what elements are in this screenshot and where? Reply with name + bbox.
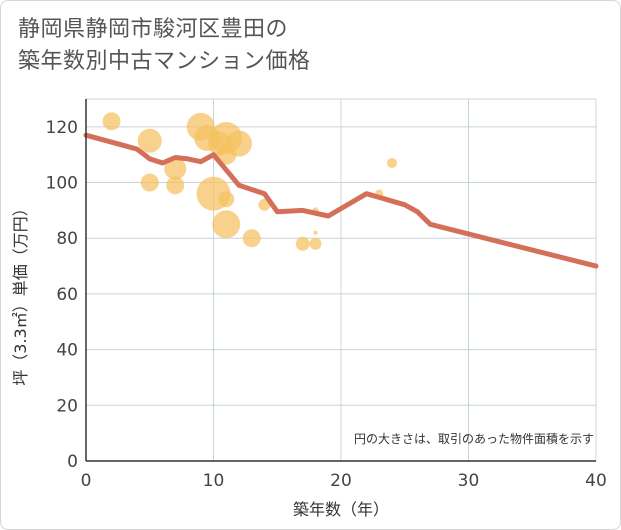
bubble-point bbox=[137, 128, 162, 153]
bubble-point bbox=[242, 229, 261, 248]
bubble-point bbox=[140, 173, 159, 192]
chart-title-line1: 静岡県静岡市駿河区豊田の bbox=[18, 17, 289, 42]
bubble-point bbox=[295, 236, 310, 251]
y-tick-label: 20 bbox=[56, 396, 78, 416]
x-axis-title: 築年数（年） bbox=[293, 500, 389, 519]
y-tick-label: 80 bbox=[56, 229, 78, 249]
bubble-point bbox=[309, 237, 322, 250]
bubble-point bbox=[218, 191, 235, 208]
bubble-point bbox=[166, 176, 185, 195]
y-axis-title: 坪（3.3㎡）単価（万円） bbox=[11, 200, 30, 385]
trend-series bbox=[83, 132, 599, 269]
x-tick-label: 0 bbox=[81, 471, 92, 491]
bubble-point bbox=[212, 210, 241, 239]
y-tick-label: 60 bbox=[56, 285, 78, 305]
trend-line bbox=[83, 132, 599, 269]
bubble-point bbox=[387, 158, 397, 169]
chart-title: 静岡県静岡市駿河区豊田の 築年数別中古マンション価格 bbox=[18, 14, 311, 78]
bubble-point bbox=[102, 112, 121, 131]
x-tick-label: 20 bbox=[330, 471, 352, 491]
y-tick-label: 40 bbox=[56, 341, 78, 361]
chart-title-line2: 築年数別中古マンション価格 bbox=[18, 49, 311, 74]
x-tick-label: 40 bbox=[585, 471, 607, 491]
x-tick-label: 10 bbox=[203, 471, 225, 491]
grid-lines bbox=[86, 98, 597, 461]
y-tick-label: 100 bbox=[46, 174, 78, 194]
y-tick-label: 120 bbox=[46, 118, 78, 138]
y-tick-label: 0 bbox=[67, 452, 78, 472]
bubble-point bbox=[313, 230, 318, 235]
size-note: 円の大きさは、取引のあった物件面積を示す bbox=[354, 431, 594, 446]
bubble-series bbox=[102, 112, 397, 251]
bubble-point bbox=[226, 130, 252, 157]
bubble-point bbox=[164, 157, 187, 180]
axes bbox=[85, 99, 596, 462]
tick-labels: 0 20 40 60 80 100 120 0 10 20 30 40 bbox=[46, 118, 607, 491]
x-tick-label: 30 bbox=[458, 471, 480, 491]
